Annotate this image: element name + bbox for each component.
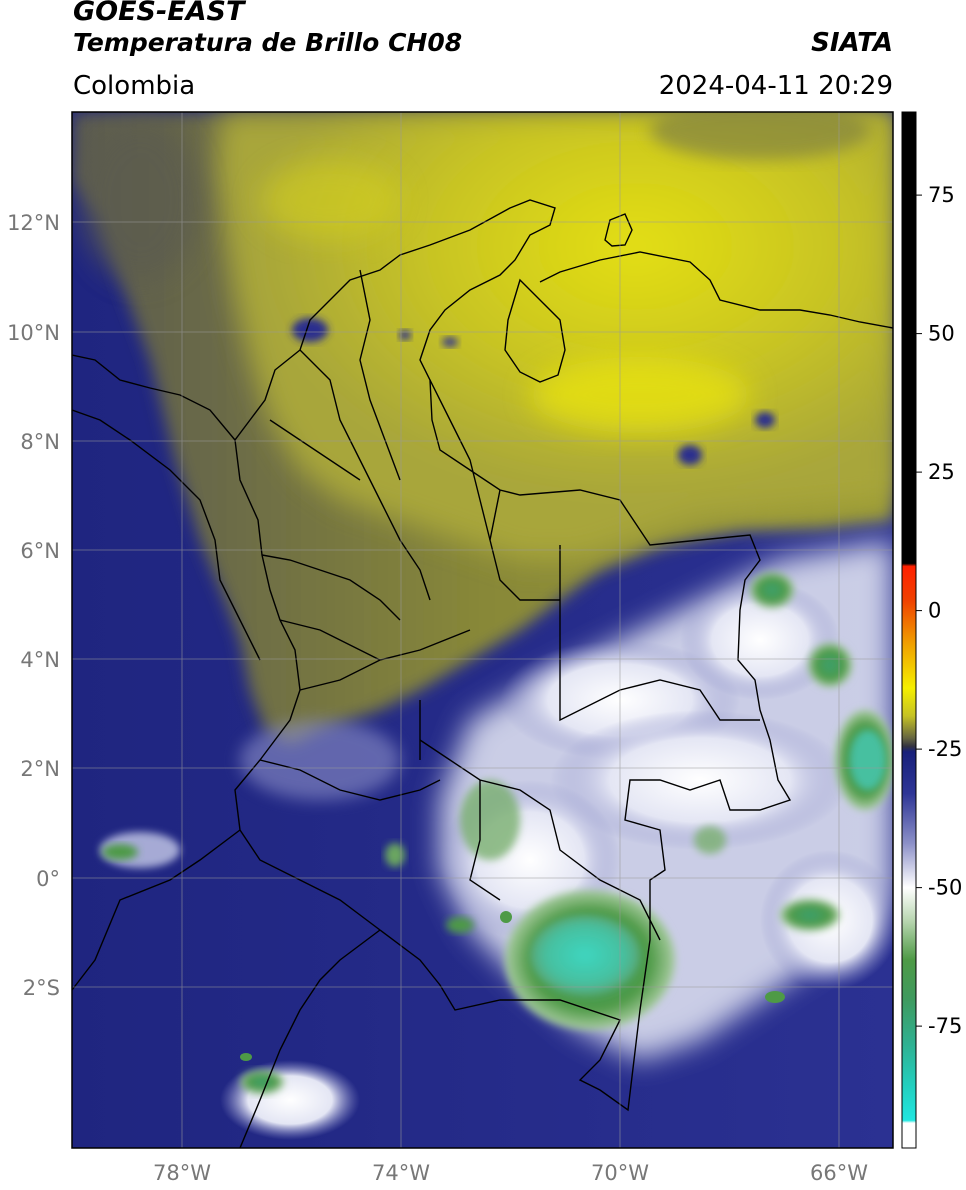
lat-label: 10°N — [7, 321, 60, 345]
lon-label: 78°W — [153, 1161, 211, 1185]
lat-label: 12°N — [7, 211, 60, 235]
colorbar-tick-label: -50 — [928, 876, 962, 900]
lon-label: 74°W — [372, 1161, 430, 1185]
colorbar-tick-label: -25 — [928, 737, 962, 761]
colorbar-tick-label: 0 — [928, 599, 941, 623]
lat-label: 0° — [36, 867, 60, 891]
gridlines — [72, 112, 893, 1148]
colorbar-tick-label: -75 — [928, 1014, 962, 1038]
region-label: Colombia — [73, 71, 196, 101]
lat-label: 6°N — [20, 539, 60, 563]
borders — [72, 199, 893, 1148]
product-title: Temperatura de Brillo CH08 — [73, 28, 463, 57]
colorbar: 75 50 25 0 -25 -50 -75 — [901, 111, 962, 1149]
organization-label: SIATA — [811, 28, 893, 58]
lon-label: 66°W — [810, 1161, 868, 1185]
map-frame — [71, 111, 894, 1149]
colorbar-gradient — [902, 112, 916, 1148]
colorbar-frame — [901, 111, 917, 1149]
lat-label: 2°S — [23, 976, 60, 1000]
satellite-title: GOES-EAST — [73, 0, 245, 27]
timestamp-label: 2024-04-11 20:29 — [658, 71, 893, 101]
lat-label: 8°N — [20, 430, 60, 454]
colorbar-tick-label: 50 — [928, 322, 955, 346]
colorbar-tick-label: 75 — [928, 183, 955, 207]
satellite-imagery — [72, 112, 893, 1148]
lon-label: 70°W — [591, 1161, 649, 1185]
longitude-labels: 78°W 74°W 70°W 66°W — [153, 1161, 868, 1185]
lat-label: 2°N — [20, 757, 60, 781]
latitude-labels: 12°N 10°N 8°N 6°N 4°N 2°N 0° 2°S — [7, 211, 60, 1000]
lat-label: 4°N — [20, 648, 60, 672]
colorbar-tick-label: 25 — [928, 460, 955, 484]
